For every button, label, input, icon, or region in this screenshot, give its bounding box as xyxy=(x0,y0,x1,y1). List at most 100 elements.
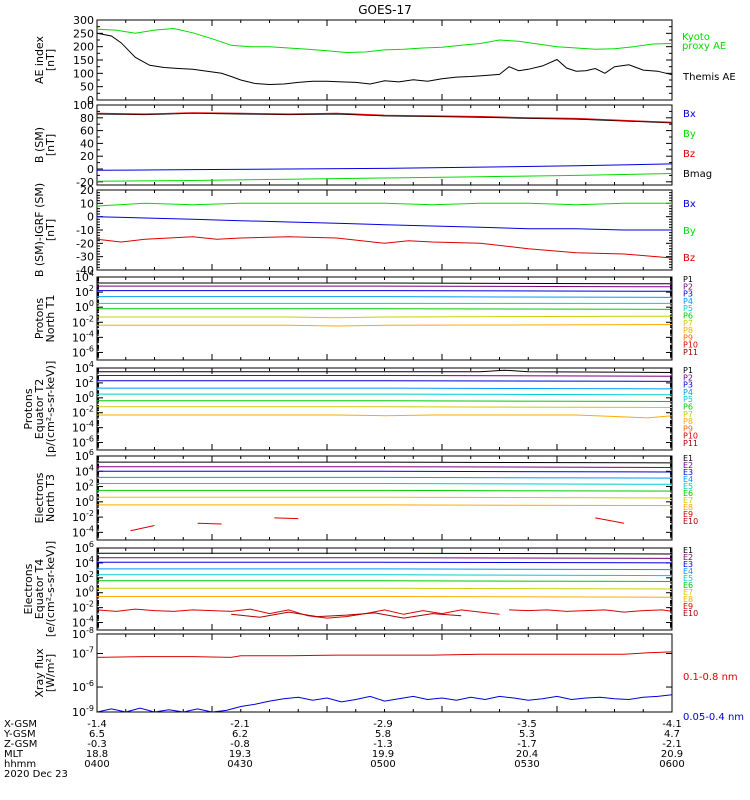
y-tick-label: 106 xyxy=(75,540,94,555)
y-axis-label: North T3 xyxy=(44,474,57,522)
y-tick-label: 100 xyxy=(75,390,94,405)
legend-item: Bmag xyxy=(683,169,712,180)
y-tick-label: 10 xyxy=(80,197,94,210)
legend-item: P10 xyxy=(683,341,698,350)
y-tick-label: 100 xyxy=(75,585,94,600)
y-tick-label: 100 xyxy=(73,67,94,80)
legend-item: 0.05-0.4 nm xyxy=(683,712,744,723)
footer-value: -2.9 xyxy=(373,719,393,730)
footer-value: -0.3 xyxy=(87,739,107,750)
series-e6 xyxy=(97,489,673,492)
legend-item: 0.1-0.8 nm xyxy=(683,672,738,683)
series-bz xyxy=(96,236,673,259)
legend-item: Bz xyxy=(683,149,695,160)
y-tick-label: 10-2 xyxy=(72,509,94,524)
series-p6 xyxy=(97,400,673,402)
series-e9c xyxy=(274,517,299,520)
series-themis-ae xyxy=(96,32,673,86)
footer-row-label: MLT xyxy=(4,749,24,760)
footer-value: 6.5 xyxy=(89,729,105,740)
footer-row-label: Y-GSM xyxy=(3,729,36,740)
y-tick-label: 104 xyxy=(75,360,94,375)
series-p2 xyxy=(97,375,673,377)
series-p8 xyxy=(97,414,673,419)
y-tick-label: 0 xyxy=(87,211,94,224)
series-p7 xyxy=(97,406,673,408)
legend-item: P10 xyxy=(683,432,698,441)
legend-item: P4 xyxy=(683,297,693,306)
legend-item: E1 xyxy=(683,454,693,463)
series-bx xyxy=(96,216,672,231)
legend-item: P8 xyxy=(683,326,693,335)
y-tick-label: 100 xyxy=(75,299,94,314)
footer-value: 18.8 xyxy=(86,749,108,760)
series-p7 xyxy=(97,315,673,319)
series-e2 xyxy=(97,557,673,559)
y-tick-label: 10-4 xyxy=(72,329,94,344)
series-e9d xyxy=(595,517,625,524)
series-p4 xyxy=(97,387,673,390)
y-tick-label: 10-8 xyxy=(72,626,94,641)
series-e10 xyxy=(231,611,462,619)
series-e4 xyxy=(97,568,673,571)
panel-frame xyxy=(96,276,673,361)
legend-item: P6 xyxy=(683,403,693,412)
legend-item: Bx xyxy=(683,199,696,210)
legend-item: P8 xyxy=(683,417,693,426)
footer-value: -1.4 xyxy=(87,719,107,730)
footer-value: 19.9 xyxy=(372,749,394,760)
y-axis-label: [W/m²] xyxy=(44,654,57,692)
y-tick-label: 10-6 xyxy=(72,679,94,694)
y-tick-label: 10-2 xyxy=(72,600,94,615)
y-axis-label: Equator T4 xyxy=(33,559,46,619)
footer-row-label: X-GSM xyxy=(4,719,37,730)
series-p4 xyxy=(97,296,673,298)
legend-item: By xyxy=(683,129,696,140)
series-bx xyxy=(96,163,673,171)
legend-item: E5 xyxy=(683,482,693,491)
legend-item: E10 xyxy=(683,609,698,618)
y-axis-label: Protons xyxy=(33,298,46,339)
y-tick-label: 40 xyxy=(80,137,94,150)
y-axis-label: Electrons xyxy=(33,472,46,523)
y-tick-label: -20 xyxy=(76,176,94,189)
y-tick-label: 250 xyxy=(73,27,94,40)
y-tick-label: 50 xyxy=(80,81,94,94)
y-tick-label: 20 xyxy=(80,150,94,163)
y-axis-label: Electrons xyxy=(22,563,35,614)
series-e5 xyxy=(97,574,673,577)
y-tick-label: 10-4 xyxy=(72,420,94,435)
series-e8 xyxy=(97,596,673,598)
footer-value: 6.2 xyxy=(232,729,248,740)
y-tick-label: 10-2 xyxy=(72,314,94,329)
legend-item: Bx xyxy=(683,109,696,120)
series-e3 xyxy=(97,561,673,564)
series-e9a xyxy=(130,525,155,532)
series-bz xyxy=(96,112,673,123)
y-tick-label: 106 xyxy=(75,448,94,463)
panel-frame xyxy=(96,19,673,101)
series-bmag xyxy=(96,112,673,124)
legend-item: P3 xyxy=(683,290,693,299)
series-e1 xyxy=(97,461,673,464)
legend-item: P3 xyxy=(683,381,693,390)
footer-value: 0500 xyxy=(370,759,395,770)
footer-value: 5.8 xyxy=(375,729,391,740)
legend-item: E8 xyxy=(683,595,693,604)
y-axis-label: Xray flux xyxy=(33,648,46,698)
panel-frame xyxy=(96,633,673,713)
footer-value: 0530 xyxy=(514,759,539,770)
series-e7 xyxy=(97,496,673,499)
series-p2 xyxy=(97,285,673,288)
footer-date: 2020 Dec 23 xyxy=(4,769,68,780)
footer-value: 4.7 xyxy=(664,729,680,740)
y-tick-label: 150 xyxy=(73,54,94,67)
